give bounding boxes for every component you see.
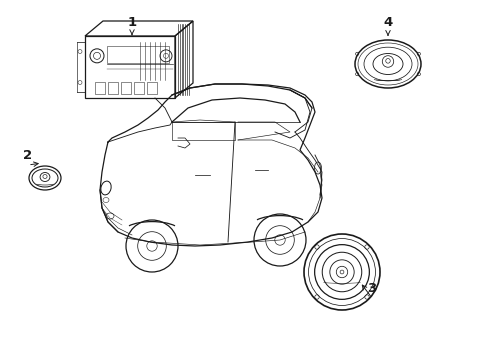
- Text: 1: 1: [127, 15, 136, 28]
- Bar: [95, 82, 105, 94]
- Bar: [147, 82, 157, 94]
- Text: 3: 3: [366, 282, 376, 294]
- Bar: [108, 82, 118, 94]
- Bar: [85, 36, 175, 98]
- Bar: [134, 82, 143, 94]
- Bar: [107, 46, 169, 63]
- Text: 4: 4: [383, 15, 392, 28]
- Text: 2: 2: [23, 149, 33, 162]
- Bar: [121, 82, 131, 94]
